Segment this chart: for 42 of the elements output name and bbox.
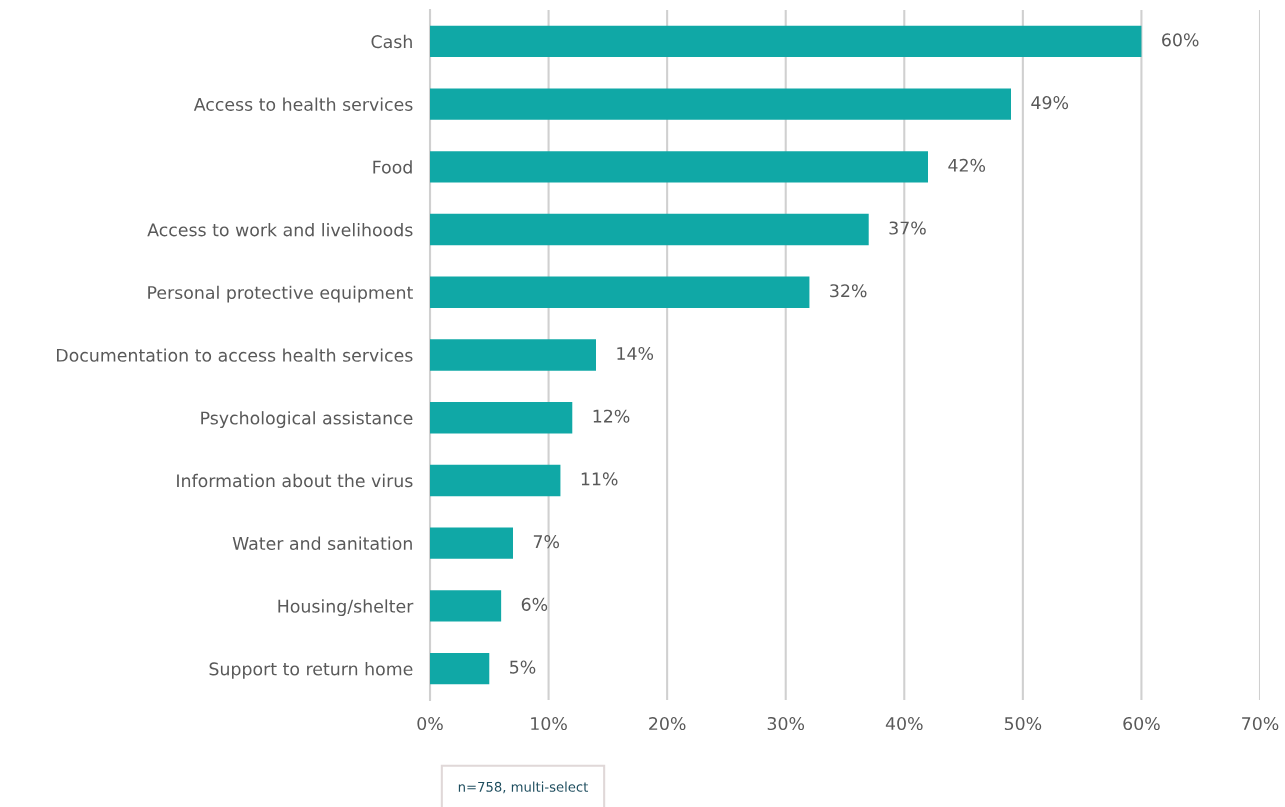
bar <box>430 652 490 685</box>
data-label: 6% <box>521 597 548 611</box>
data-label: 14% <box>617 346 654 361</box>
data-label: 32% <box>830 284 867 298</box>
bar <box>430 527 513 559</box>
data-label: 5% <box>510 660 536 674</box>
data-label: 11% <box>581 472 618 486</box>
y-tick-label: Documentation to access health services <box>57 348 413 362</box>
y-tick-label: Psychological assistance <box>201 411 413 428</box>
y-tick-label: Water and sanitation <box>232 536 412 551</box>
bar <box>430 339 596 371</box>
data-label: 60% <box>1162 33 1199 47</box>
data-label: 49% <box>1031 96 1069 110</box>
text: n=758, multi-select <box>458 781 589 794</box>
bar <box>430 464 561 497</box>
bar <box>430 213 869 246</box>
data-label: 42% <box>948 158 986 172</box>
bar <box>430 590 502 622</box>
y-tick-label: Information about the virus <box>177 473 413 488</box>
y-tick-label: Food <box>373 160 412 174</box>
x-tick-label: 0% <box>417 716 443 731</box>
bar <box>430 25 1142 58</box>
data-label: 7% <box>533 535 560 549</box>
x-tick-label: 20% <box>649 716 686 731</box>
y-tick-label: Cash <box>371 34 412 49</box>
bar <box>430 402 573 434</box>
data-label: 37% <box>889 221 926 235</box>
data-label: 12% <box>593 409 630 423</box>
x-tick-label: 50% <box>1004 716 1042 731</box>
bar <box>430 276 810 308</box>
x-tick-label: 40% <box>885 716 923 731</box>
y-tick-label: Support to return home <box>209 662 413 679</box>
x-tick-label: 60% <box>1123 716 1160 731</box>
x-tick-label: 30% <box>767 716 805 731</box>
y-tick-label: Housing/shelter <box>278 599 414 617</box>
y-tick-label: Personal protective equipment <box>148 285 413 303</box>
x-tick-label: 10% <box>531 716 567 731</box>
y-tick-label: Access to work and livelihoods <box>147 222 413 237</box>
bar <box>430 151 928 183</box>
bar <box>430 88 1011 120</box>
y-tick-label: Access to health services <box>193 97 413 111</box>
x-tick-label: 70% <box>1242 716 1279 731</box>
